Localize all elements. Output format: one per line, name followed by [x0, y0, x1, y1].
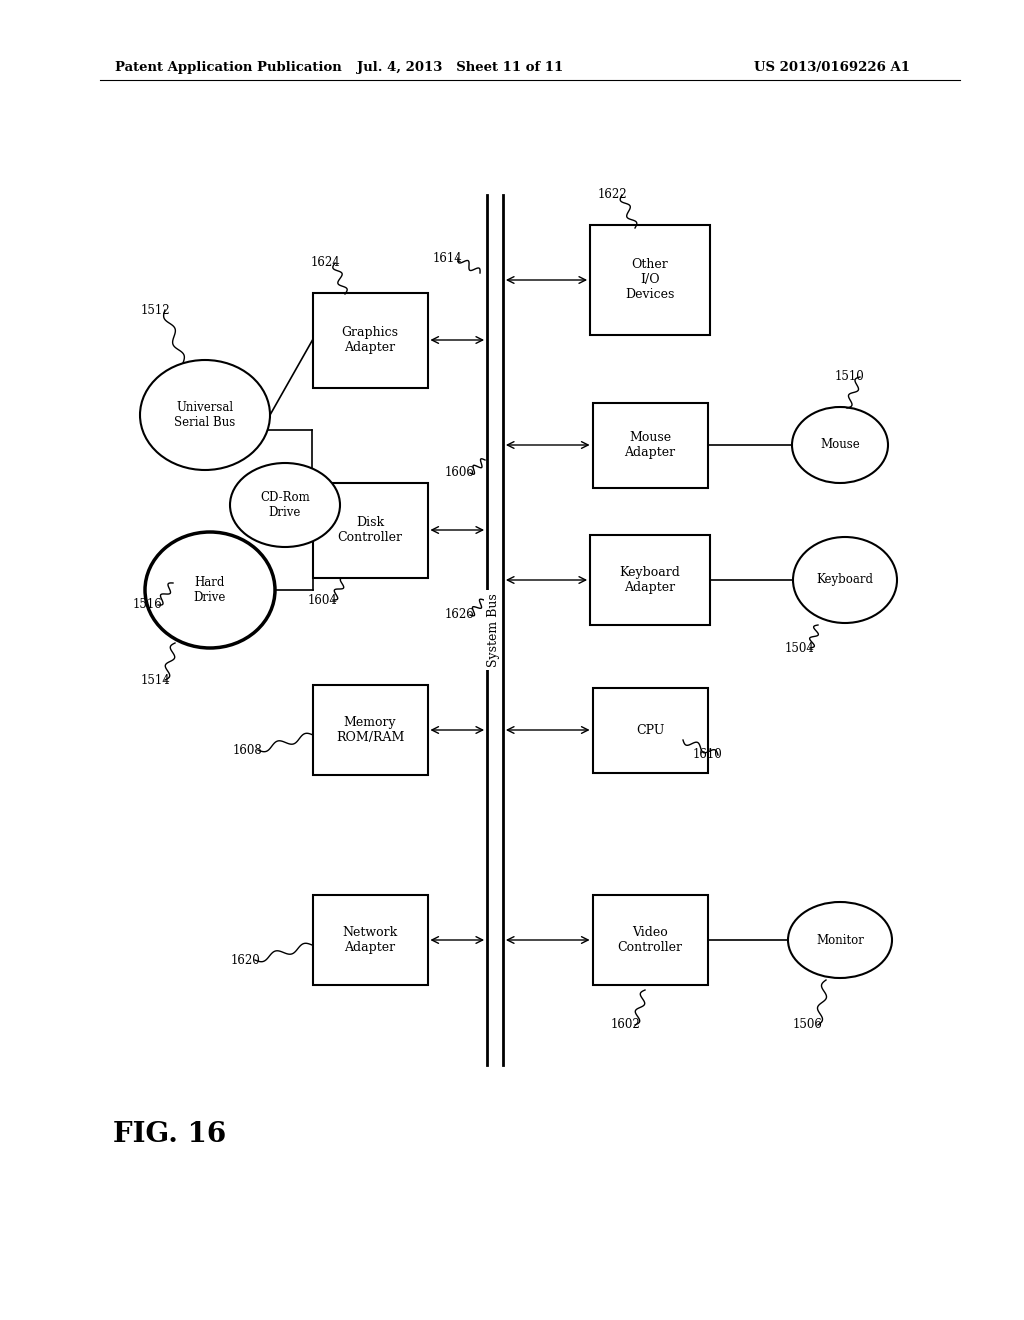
Text: 1608: 1608: [233, 743, 263, 756]
Text: Other
I/O
Devices: Other I/O Devices: [626, 259, 675, 301]
Bar: [590, 224, 710, 335]
Text: Mouse
Adapter: Mouse Adapter: [625, 432, 676, 459]
Ellipse shape: [230, 463, 340, 546]
Text: 1504: 1504: [785, 642, 815, 655]
Text: 1626: 1626: [445, 609, 475, 622]
Bar: [593, 895, 708, 985]
Ellipse shape: [145, 532, 275, 648]
Text: Graphics
Adapter: Graphics Adapter: [341, 326, 398, 354]
Text: Jul. 4, 2013   Sheet 11 of 11: Jul. 4, 2013 Sheet 11 of 11: [357, 61, 563, 74]
Text: CD-Rom
Drive: CD-Rom Drive: [260, 491, 310, 519]
Text: Keyboard
Adapter: Keyboard Adapter: [620, 566, 680, 594]
Text: Hard
Drive: Hard Drive: [194, 576, 226, 605]
Bar: [593, 688, 708, 772]
Text: 1512: 1512: [140, 304, 170, 317]
Bar: [593, 403, 708, 487]
Text: 1602: 1602: [610, 1019, 640, 1031]
Text: Keyboard: Keyboard: [816, 573, 873, 586]
Text: Universal
Serial Bus: Universal Serial Bus: [174, 401, 236, 429]
Text: US 2013/0169226 A1: US 2013/0169226 A1: [754, 61, 910, 74]
Text: Memory
ROM/RAM: Memory ROM/RAM: [336, 715, 404, 744]
Text: Video
Controller: Video Controller: [617, 927, 683, 954]
Text: 1606: 1606: [445, 466, 475, 479]
Text: 1624: 1624: [310, 256, 340, 269]
Text: Monitor: Monitor: [816, 933, 864, 946]
Ellipse shape: [788, 902, 892, 978]
Text: Mouse: Mouse: [820, 438, 860, 451]
Bar: [312, 293, 427, 388]
Text: System Bus: System Bus: [486, 593, 500, 667]
Text: Network
Adapter: Network Adapter: [342, 927, 397, 954]
Bar: [590, 535, 710, 624]
Text: Patent Application Publication: Patent Application Publication: [115, 61, 342, 74]
Ellipse shape: [793, 537, 897, 623]
Text: 1514: 1514: [140, 673, 170, 686]
Text: CPU: CPU: [636, 723, 665, 737]
Text: 1622: 1622: [597, 189, 627, 202]
Bar: [312, 685, 427, 775]
Text: 1610: 1610: [693, 748, 723, 762]
Text: 1506: 1506: [793, 1019, 823, 1031]
Text: 1614: 1614: [433, 252, 463, 264]
Ellipse shape: [792, 407, 888, 483]
Text: 1620: 1620: [230, 953, 260, 966]
Text: 1604: 1604: [308, 594, 338, 606]
Text: Disk
Controller: Disk Controller: [338, 516, 402, 544]
Bar: [312, 483, 427, 578]
Text: 1516: 1516: [133, 598, 163, 611]
Text: FIG. 16: FIG. 16: [114, 1122, 226, 1148]
Bar: [312, 895, 427, 985]
Ellipse shape: [140, 360, 270, 470]
Text: 1510: 1510: [836, 371, 865, 384]
